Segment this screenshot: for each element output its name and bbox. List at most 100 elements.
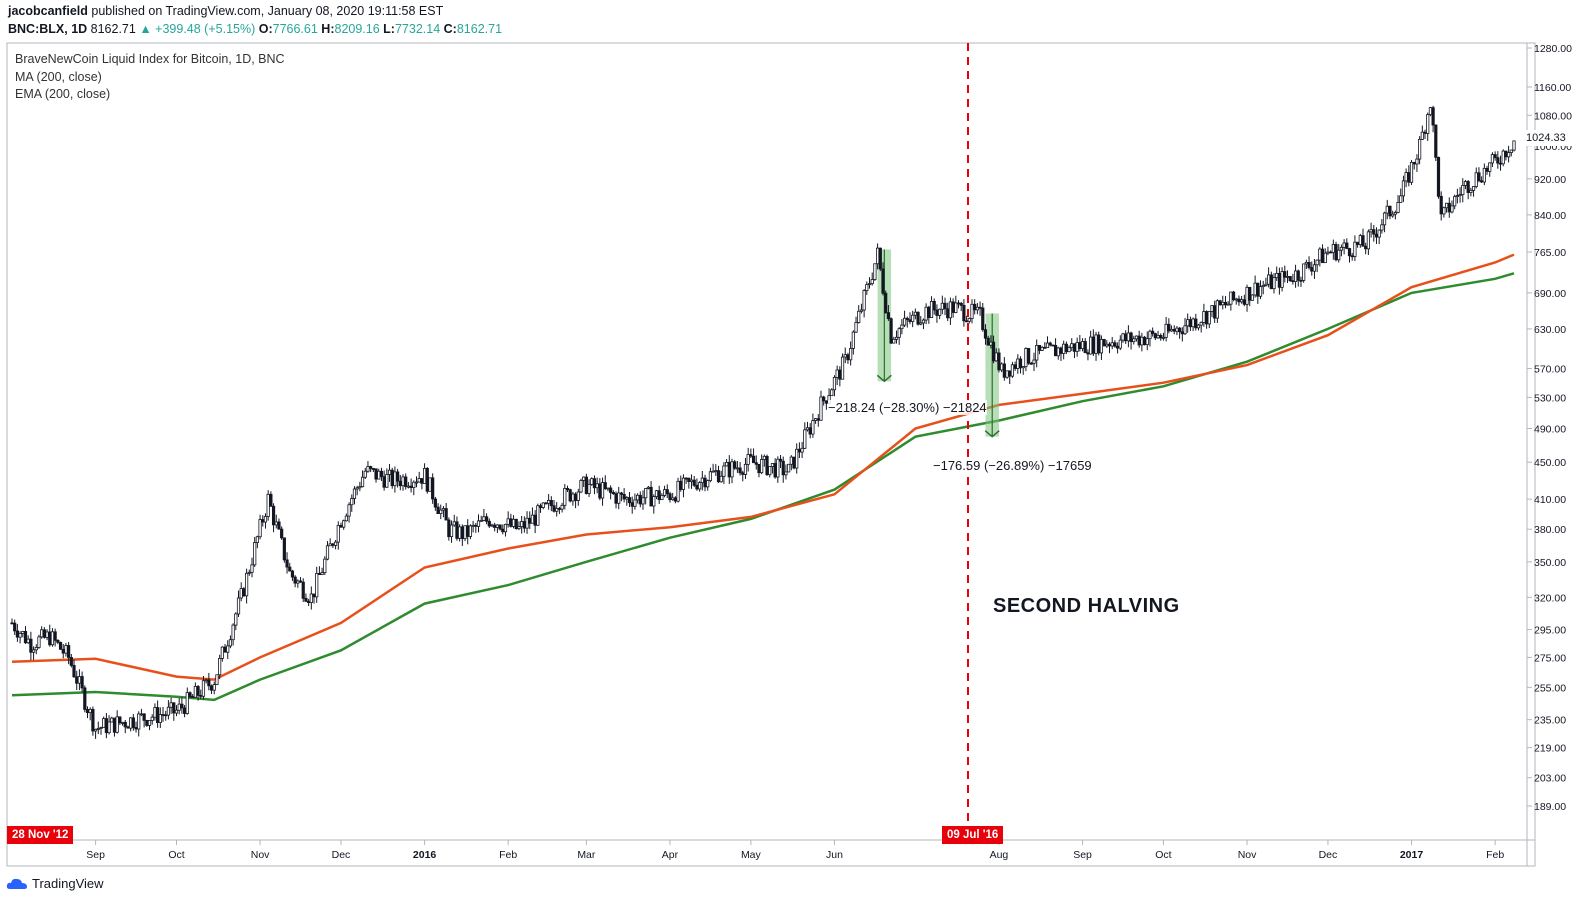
start-date-tag: 28 Nov '12: [7, 826, 74, 844]
candle-body: [1450, 205, 1454, 213]
candle-body: [490, 524, 494, 527]
candle-body: [347, 504, 351, 517]
candle-body: [921, 319, 926, 324]
publish-info: jacobcanfield published on TradingView.c…: [8, 4, 443, 18]
candle-body: [1507, 152, 1511, 158]
candle-body: [64, 645, 68, 654]
candle-body: [1409, 161, 1414, 183]
candle-body: [1099, 339, 1104, 354]
candle-body: [1404, 172, 1408, 182]
candle-body: [784, 471, 788, 476]
x-tick-label: May: [741, 849, 762, 861]
candle-body: [69, 657, 73, 666]
x-tick-label: Nov: [251, 849, 270, 861]
candle-body: [1250, 294, 1255, 301]
candle-body: [803, 429, 807, 449]
candle-body: [1350, 255, 1354, 258]
candle-body: [622, 493, 626, 500]
legend-ema[interactable]: EMA (200, close): [15, 87, 111, 101]
candle-body: [964, 320, 969, 323]
y-tick-label: 380.00: [1534, 524, 1566, 536]
candle-body: [1167, 323, 1171, 332]
candle-body: [730, 461, 734, 478]
candle-body: [911, 314, 915, 322]
candle-body: [781, 460, 785, 476]
candle-body: [862, 290, 866, 311]
candle-body: [770, 463, 775, 467]
candle-body: [1401, 180, 1406, 197]
candle-body: [557, 508, 562, 510]
author-name[interactable]: jacobcanfield: [8, 4, 88, 18]
candle-body: [58, 641, 63, 650]
candle-body: [228, 639, 233, 647]
candle-body: [1137, 335, 1141, 346]
candle-body: [158, 714, 162, 723]
candle-body: [932, 301, 936, 311]
close-label: C:: [443, 22, 457, 36]
candle-body: [193, 686, 197, 698]
candle-body: [1118, 339, 1122, 349]
candle-body: [250, 564, 254, 573]
candle-body: [1053, 345, 1058, 357]
candle-body: [72, 665, 76, 678]
candle-body: [414, 481, 419, 484]
candle-body: [754, 462, 758, 465]
x-tick-label: Oct: [1155, 849, 1171, 861]
y-tick-label: 1080.00: [1534, 110, 1572, 122]
candle-body: [679, 480, 683, 490]
candle-body: [1075, 342, 1079, 352]
candle-body: [943, 302, 947, 310]
candle-body: [374, 468, 378, 480]
candle-body: [606, 487, 610, 490]
candle-body: [420, 478, 424, 484]
candle-body: [1024, 348, 1028, 368]
candle-body: [776, 458, 780, 478]
candle-body: [188, 692, 192, 697]
candle-body: [1121, 333, 1125, 341]
legend-title[interactable]: BraveNewCoin Liquid Index for Bitcoin, 1…: [15, 52, 285, 66]
candle-body: [981, 307, 985, 331]
candle-body: [698, 482, 702, 490]
candle-body: [377, 470, 381, 480]
candle-body: [970, 303, 974, 319]
candle-body: [660, 495, 664, 501]
candle-body: [145, 719, 149, 726]
candle-body: [533, 514, 537, 526]
candle-body: [484, 516, 489, 522]
candle-body: [1148, 330, 1152, 340]
candle-body: [476, 520, 481, 527]
brand-name: TradingView: [32, 876, 104, 891]
candle-body: [1372, 229, 1376, 235]
candle-body: [261, 519, 265, 523]
candle-body: [746, 454, 750, 465]
candle-body: [107, 721, 111, 734]
tradingview-logo[interactable]: TradingView: [6, 876, 104, 891]
y-tick-label: 920.00: [1534, 174, 1566, 186]
candle-body: [846, 354, 850, 361]
candle-body: [1396, 202, 1400, 213]
candle-body: [455, 521, 459, 539]
candle-body: [258, 519, 262, 538]
candle-body: [959, 302, 963, 306]
candle-body: [242, 588, 246, 597]
open-label: O:: [258, 22, 273, 36]
candle-body: [1129, 332, 1133, 343]
ema-line: [11, 253, 1515, 681]
legend-ma[interactable]: MA (200, close): [15, 70, 102, 84]
candle-body: [102, 718, 106, 728]
candle-body: [137, 713, 141, 730]
x-tick-label: Dec: [1319, 849, 1338, 861]
candle-body: [1213, 305, 1217, 319]
candle-body: [134, 727, 138, 730]
candle-body: [191, 696, 195, 698]
candle-body: [18, 632, 22, 638]
candle-body: [1420, 131, 1424, 140]
candle-body: [644, 488, 648, 499]
candle-body: [894, 336, 899, 340]
candle-body: [1312, 264, 1317, 272]
candle-body: [1504, 150, 1508, 158]
candle-body: [112, 717, 117, 733]
y-tick-label: 410.00: [1534, 494, 1566, 506]
candle-body: [85, 709, 90, 714]
